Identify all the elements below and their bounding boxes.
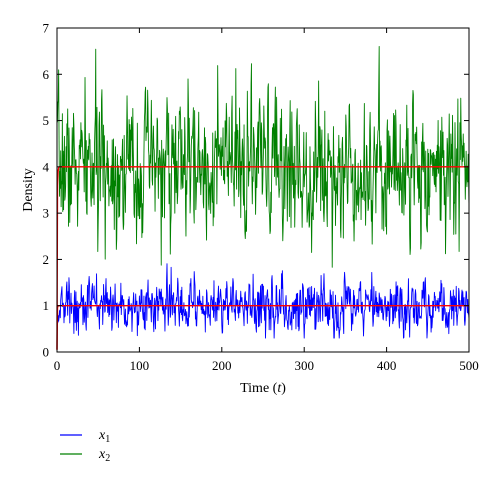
y-tick-label: 1 (43, 298, 50, 313)
y-axis-ticks: 0 1 2 3 4 5 6 7 (43, 21, 469, 360)
y-tick-label: 6 (43, 67, 50, 82)
x-tick-label: 400 (377, 358, 397, 373)
legend-label-x1: x1 (98, 428, 110, 445)
y-tick-label: 0 (43, 345, 50, 360)
series-line-x2 (56, 46, 470, 268)
x-axis-ticks: 0 100 200 300 400 500 (54, 28, 479, 373)
x-axis-label: Time (t) (240, 381, 286, 396)
x-tick-label: 500 (459, 358, 479, 373)
x-tick-label: 100 (130, 358, 150, 373)
x-tick-label: 0 (54, 358, 61, 373)
series-line-x1 (56, 263, 470, 339)
x-tick-label: 200 (212, 358, 232, 373)
legend-label-x2: x2 (98, 447, 110, 464)
y-tick-label: 4 (43, 159, 50, 174)
plot-frame (56, 27, 470, 353)
y-tick-label: 2 (43, 252, 50, 267)
legend-item-x2: x2 (60, 447, 110, 464)
y-tick-label: 7 (43, 21, 50, 36)
y-tick-label: 5 (43, 113, 50, 128)
legend: x1 x2 (60, 428, 110, 464)
x-tick-label: 300 (294, 358, 314, 373)
y-axis-label: Density (21, 168, 36, 212)
y-tick-label: 3 (43, 206, 50, 221)
legend-item-x1: x1 (60, 428, 110, 445)
